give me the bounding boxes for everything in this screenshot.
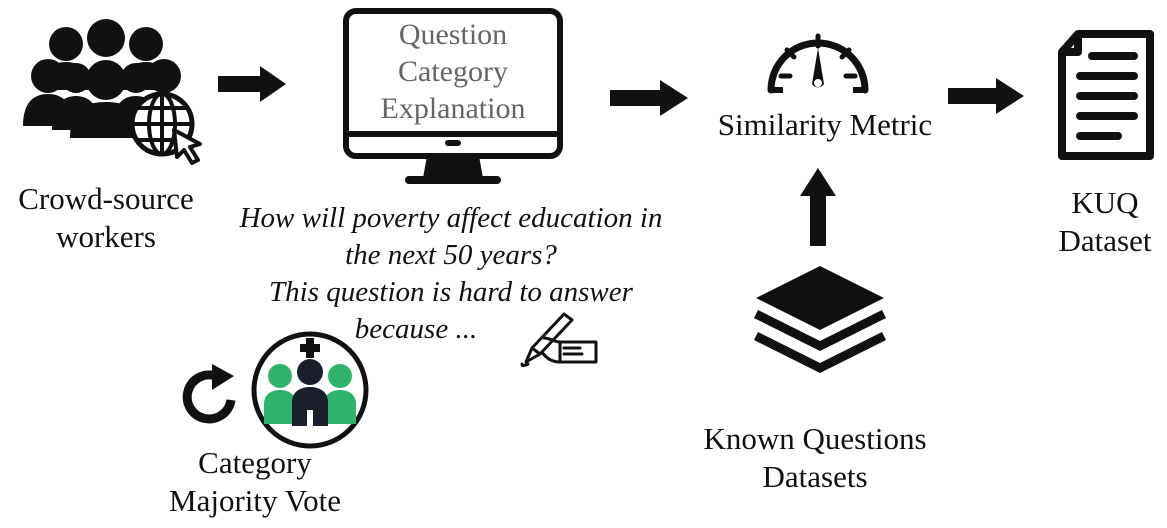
monitor-icon: [343, 8, 563, 184]
speedometer-icon: [767, 33, 869, 94]
arrow-up-icon: [800, 168, 836, 246]
document-icon: [1058, 30, 1154, 160]
arrow-right-icon: [218, 66, 286, 102]
majority-vote-icon: [251, 331, 369, 449]
globe-cursor-icon: [129, 91, 202, 165]
similarity-label: Similarity Metric: [717, 107, 933, 142]
layers-icon: [753, 266, 887, 374]
vote-label: Category Majority Vote: [169, 445, 341, 518]
refresh-icon: [182, 364, 236, 424]
kuq-label: KUQ Dataset: [1058, 185, 1152, 258]
crowd-label: Crowd-source workers: [18, 181, 194, 254]
arrow-right-icon: [610, 80, 688, 116]
known-label: Known Questions Datasets: [703, 421, 927, 494]
example-question: How will poverty affect education in the…: [239, 202, 663, 345]
arrow-right-icon: [948, 78, 1024, 114]
monitor-screen-text: Question Category Explanation: [380, 18, 526, 125]
writing-hand-icon: [520, 312, 598, 367]
